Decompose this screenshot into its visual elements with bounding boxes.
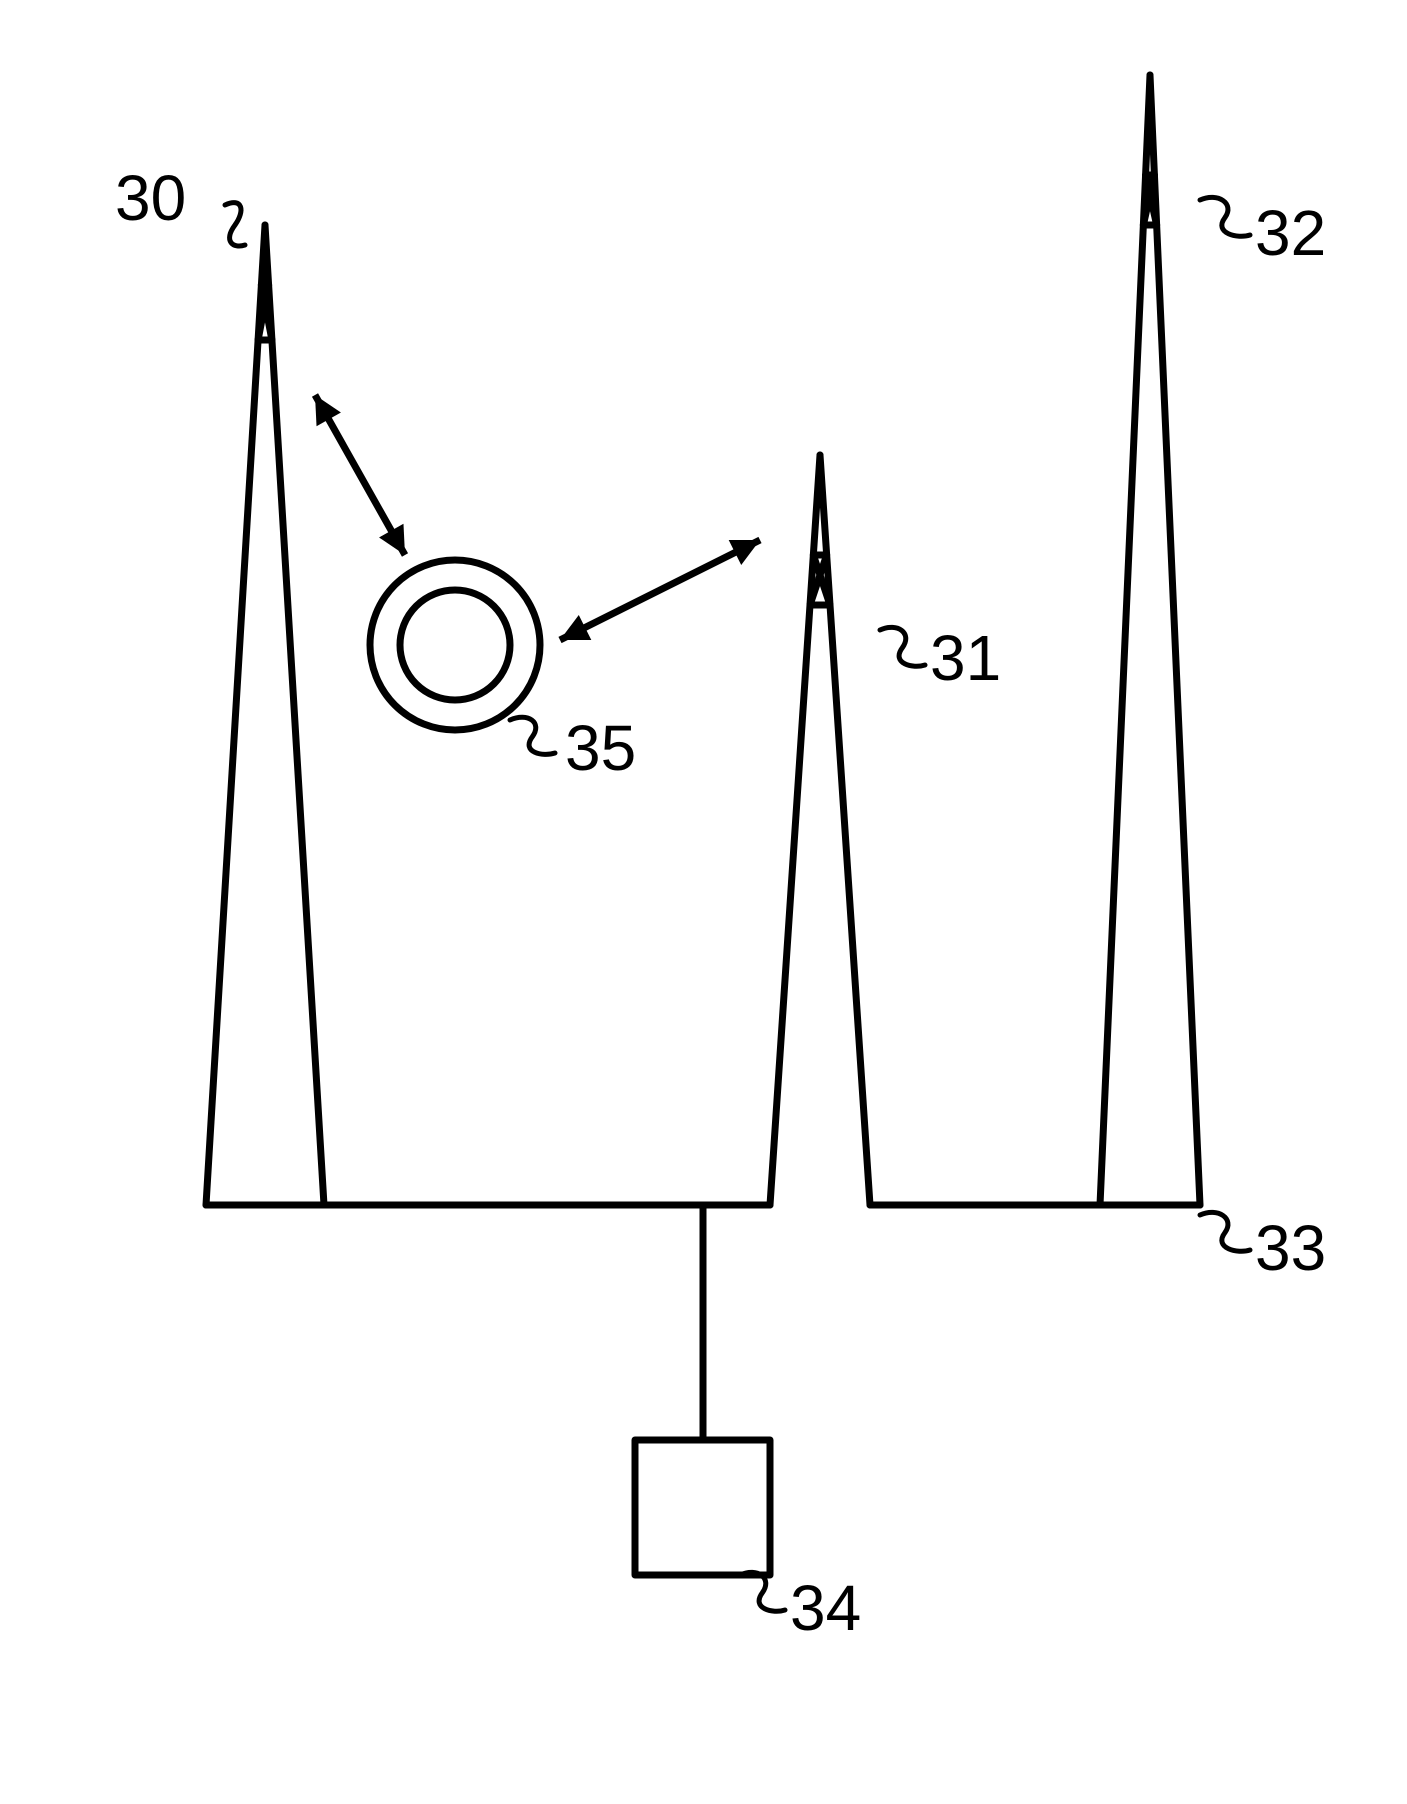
label-33: 33: [1255, 1212, 1326, 1284]
arrow-35-31: [560, 540, 760, 640]
tower-31: [770, 455, 870, 1205]
tower-30: [206, 225, 324, 1205]
leader-31: [880, 627, 925, 666]
diagram-canvas: 30 31 32 33 34 35: [0, 0, 1407, 1804]
leader-35: [510, 717, 555, 754]
arrow-30-35: [315, 395, 405, 555]
leader-30: [225, 203, 245, 246]
label-34: 34: [790, 1572, 861, 1644]
leader-32: [1200, 197, 1250, 236]
label-35: 35: [565, 712, 636, 784]
circle-35-outer: [370, 560, 540, 730]
label-31: 31: [930, 622, 1001, 694]
tower-32: [1100, 75, 1200, 1205]
label-32: 32: [1255, 197, 1326, 269]
leader-33: [1200, 1212, 1250, 1251]
label-30: 30: [115, 162, 186, 234]
box-34: [635, 1440, 770, 1575]
circle-35-inner: [400, 590, 510, 700]
